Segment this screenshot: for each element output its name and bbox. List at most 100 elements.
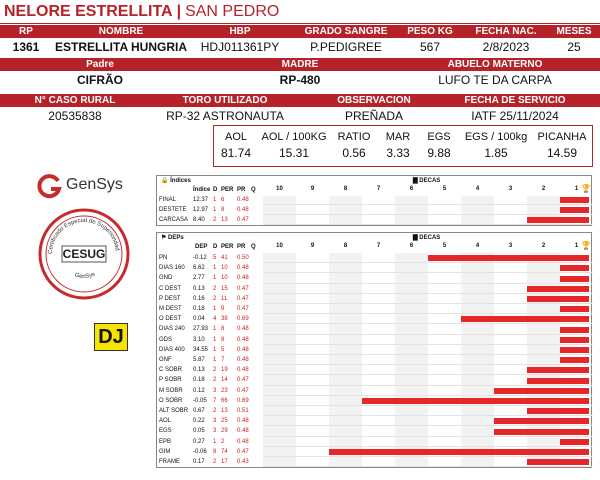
decas-tick-label: 5 (442, 243, 447, 249)
gensys-wordmark: GenSys (66, 176, 123, 193)
decas-tick-label: 4 (475, 243, 480, 249)
row-accuracy: 0.47 (237, 217, 249, 223)
value-hbp: HDJ011361PY (200, 40, 280, 54)
header-padre: Padre (86, 59, 114, 70)
decas-bar (560, 346, 589, 353)
row-divider (263, 456, 593, 457)
header-observacion: OBSERVACION (337, 95, 411, 106)
decas-tick-label: 10 (276, 243, 283, 249)
indices-col-per: PER (221, 187, 234, 193)
indices-col-q: Q (251, 187, 256, 193)
decas-column (263, 196, 296, 225)
table-row: ALT SOBR 0.67 2 13 0.51 (157, 406, 263, 416)
metric-value: 3.33 (386, 146, 410, 160)
row-accuracy: 0.48 (237, 367, 249, 374)
deps-col-d: D (213, 244, 218, 250)
row-deca: 1 (213, 265, 217, 272)
deps-col-per: PER (221, 244, 234, 250)
decas-tick-label: 7 (376, 186, 381, 192)
table-row: P SOBR 0.18 2 14 0.47 (157, 375, 263, 385)
row-accuracy: 0.48 (237, 197, 249, 203)
table-row: C DEST 0.13 2 15 0.47 (157, 284, 263, 294)
decas-tick-label: 5 (442, 186, 447, 192)
row-name: CARCASA (159, 217, 189, 223)
row-divider (263, 343, 593, 345)
row-percentile: 38 (221, 316, 228, 323)
metric-egs-100kg: EGS / 100kg 1.85 (460, 126, 532, 166)
row-accuracy: 0.48 (237, 418, 249, 425)
row-value: 5.87 (193, 357, 205, 363)
header-madre: MADRE (281, 59, 319, 70)
row-deca: 2 (213, 459, 217, 465)
row-name: EGS (159, 428, 172, 435)
decas-tick-label: 4 (475, 186, 480, 192)
row-name: O DEST (159, 316, 182, 323)
header-caso-rural: N° CASO RURAL (34, 95, 116, 106)
animal-header-row: RP NOMBRE HBP GRADO SANGRE PESO KG FECHA… (0, 25, 600, 38)
row-deca: 3 (213, 418, 217, 425)
row-divider (263, 364, 593, 366)
row-deca: 7 (213, 397, 217, 404)
decas-bar (560, 326, 589, 333)
decas-bar (527, 367, 589, 374)
row-name: DIAS 160 (159, 265, 185, 272)
dj-badge: DJ (94, 323, 128, 351)
decas-tick-label: 3 (508, 243, 513, 249)
metric-value: 0.56 (342, 146, 366, 160)
row-deca: 2 (213, 377, 217, 384)
header-grado-sangre: GRADO SANGRE (304, 26, 388, 37)
row-percentile: 6 (221, 197, 225, 203)
row-accuracy: 0.51 (237, 408, 249, 414)
metric-aol-100kg: AOL / 100KG 15.31 (258, 126, 330, 166)
row-divider (263, 466, 593, 468)
table-row: PN -0.12 5 41 0.50 (157, 253, 263, 263)
row-divider (263, 425, 593, 427)
row-name: C SOBR (159, 367, 183, 374)
row-value: 3.10 (193, 336, 205, 343)
row-name: M DEST (159, 306, 182, 312)
row-percentile: 8 (221, 336, 225, 343)
row-divider (263, 435, 593, 437)
row-value: 0.27 (193, 438, 205, 445)
row-accuracy: 0.48 (237, 357, 249, 363)
row-value: -0.06 (193, 448, 207, 455)
table-row: C SOBR 0.13 2 19 0.48 (157, 365, 263, 375)
metric-value: 9.88 (427, 146, 451, 160)
row-accuracy: 0.47 (237, 285, 249, 292)
row-accuracy: 0.69 (237, 397, 249, 404)
row-accuracy: 0.48 (237, 275, 249, 282)
row-divider (263, 262, 593, 264)
row-accuracy: 0.48 (237, 207, 249, 213)
metric-aol: AOL 81.74 (214, 126, 258, 166)
row-value: 2.77 (193, 275, 205, 282)
deps-col-pr: PR (237, 244, 246, 250)
indices-label: 🔒 Índices (161, 178, 191, 184)
decas-tick-label: 8 (343, 243, 348, 249)
row-percentile: 41 (221, 255, 228, 261)
row-divider (263, 333, 593, 335)
row-value: 0.12 (193, 387, 205, 394)
table-row: DIAS 160 6.62 1 10 0.48 (157, 263, 263, 273)
row-name: DIAS 400 (159, 346, 185, 353)
header-abuelo-materno: ABUELO MATERNO (447, 59, 543, 70)
carcass-metrics-box: AOL 81.74 AOL / 100KG 15.31 RATIO 0.56 M… (213, 125, 593, 167)
row-percentile: 17 (221, 459, 228, 465)
row-value: 8.40 (193, 217, 205, 223)
row-name: P SOBR (159, 377, 182, 384)
decas-bar (494, 428, 589, 435)
pedigree-values-row: CIFRÃO RP-480 LUFO TE DA CARPA (0, 73, 600, 87)
title-underline (0, 23, 600, 24)
page-title: NELORE ESTRELLITA | SAN PEDRO (4, 2, 279, 22)
deps-panel: ⚑ DEPs DEP D PER PR Q PN -0.12 5 41 0.50 DIAS… (156, 232, 593, 468)
indices-panel: 🔒 Índices Índice D PER PR Q FINAL 12.37 1 6… (156, 175, 593, 226)
decas-column (395, 196, 428, 225)
row-accuracy: 0.48 (237, 326, 249, 333)
decas-bar (494, 418, 589, 425)
row-percentile: 13 (221, 217, 228, 223)
metric-value: 81.74 (220, 146, 252, 160)
indices-col-d: D (213, 187, 218, 193)
row-name: O SOBR (159, 397, 183, 404)
decas-column (428, 196, 461, 225)
row-percentile: 7 (221, 357, 225, 363)
decas-tick-label: 6 (409, 186, 414, 192)
